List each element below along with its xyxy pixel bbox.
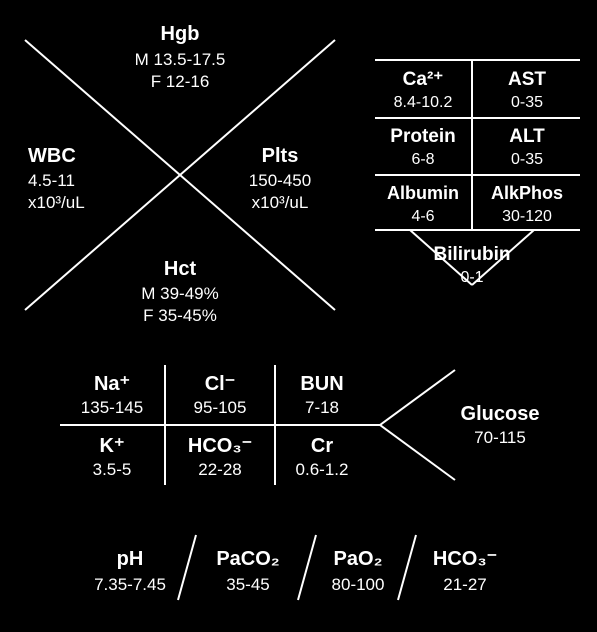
cl-range: 95-105: [194, 398, 247, 417]
abg-hco3-label: HCO₃⁻: [433, 548, 497, 570]
glucose-range: 70-115: [474, 428, 526, 447]
paco2-label: PaCO₂: [216, 548, 279, 570]
protein-range: 6-8: [411, 151, 434, 168]
wbc-range: 4.5-11: [28, 171, 75, 190]
bilirubin-range: 0-1: [460, 269, 483, 286]
hgb-f: F 12-16: [151, 72, 210, 91]
ast-range: 0-35: [511, 94, 543, 111]
na-label: Na⁺: [94, 373, 130, 395]
ph-range: 7.35-7.45: [94, 575, 166, 594]
hco3-label: HCO₃⁻: [188, 435, 252, 457]
alt-range: 0-35: [511, 151, 543, 168]
abg-hco3-range: 21-27: [443, 575, 486, 594]
albumin-label: Albumin: [387, 183, 459, 203]
bmp-panel: Na⁺ 135-145 Cl⁻ 95-105 BUN 7-18 K⁺ 3.5-5…: [60, 365, 539, 485]
ca-label: Ca²⁺: [403, 69, 444, 90]
plts-label: Plts: [262, 145, 299, 167]
protein-label: Protein: [390, 126, 455, 147]
hco3-range: 22-28: [198, 460, 241, 479]
pao2-label: PaO₂: [334, 548, 383, 570]
paco2-range: 35-45: [226, 575, 269, 594]
ast-label: AST: [508, 69, 546, 90]
liver-panel: Ca²⁺ 8.4-10.2 AST 0-35 Protein 6-8 ALT 0…: [375, 60, 580, 286]
bun-range: 7-18: [305, 398, 339, 417]
lab-values-diagram: Hgb M 13.5-17.5 F 12-16 WBC 4.5-11 x10³/…: [0, 0, 597, 632]
bilirubin-label: Bilirubin: [433, 244, 510, 265]
cbc-panel: Hgb M 13.5-17.5 F 12-16 WBC 4.5-11 x10³/…: [25, 23, 335, 325]
ph-label: pH: [117, 548, 144, 570]
hct-label: Hct: [164, 258, 197, 280]
alt-label: ALT: [509, 126, 545, 147]
plts-unit: x10³/uL: [252, 193, 309, 212]
alkphos-range: 30-120: [502, 208, 552, 225]
cr-label: Cr: [311, 435, 333, 457]
ca-range: 8.4-10.2: [394, 94, 453, 111]
alkphos-label: AlkPhos: [491, 183, 563, 203]
wbc-label: WBC: [28, 145, 76, 167]
hgb-m: M 13.5-17.5: [135, 50, 226, 69]
k-label: K⁺: [100, 435, 125, 457]
albumin-range: 4-6: [411, 208, 434, 225]
wbc-unit: x10³/uL: [28, 193, 85, 212]
hct-f: F 35-45%: [143, 306, 217, 325]
bun-label: BUN: [300, 373, 343, 395]
cl-label: Cl⁻: [205, 373, 236, 395]
abg-panel: pH 7.35-7.45 PaCO₂ 35-45 PaO₂ 80-100 HCO…: [94, 535, 497, 600]
hgb-label: Hgb: [161, 23, 200, 45]
na-range: 135-145: [81, 398, 143, 417]
hct-m: M 39-49%: [141, 284, 218, 303]
plts-range: 150-450: [249, 171, 311, 190]
cr-range: 0.6-1.2: [296, 460, 349, 479]
k-range: 3.5-5: [93, 460, 132, 479]
glucose-label: Glucose: [461, 403, 540, 425]
pao2-range: 80-100: [332, 575, 385, 594]
